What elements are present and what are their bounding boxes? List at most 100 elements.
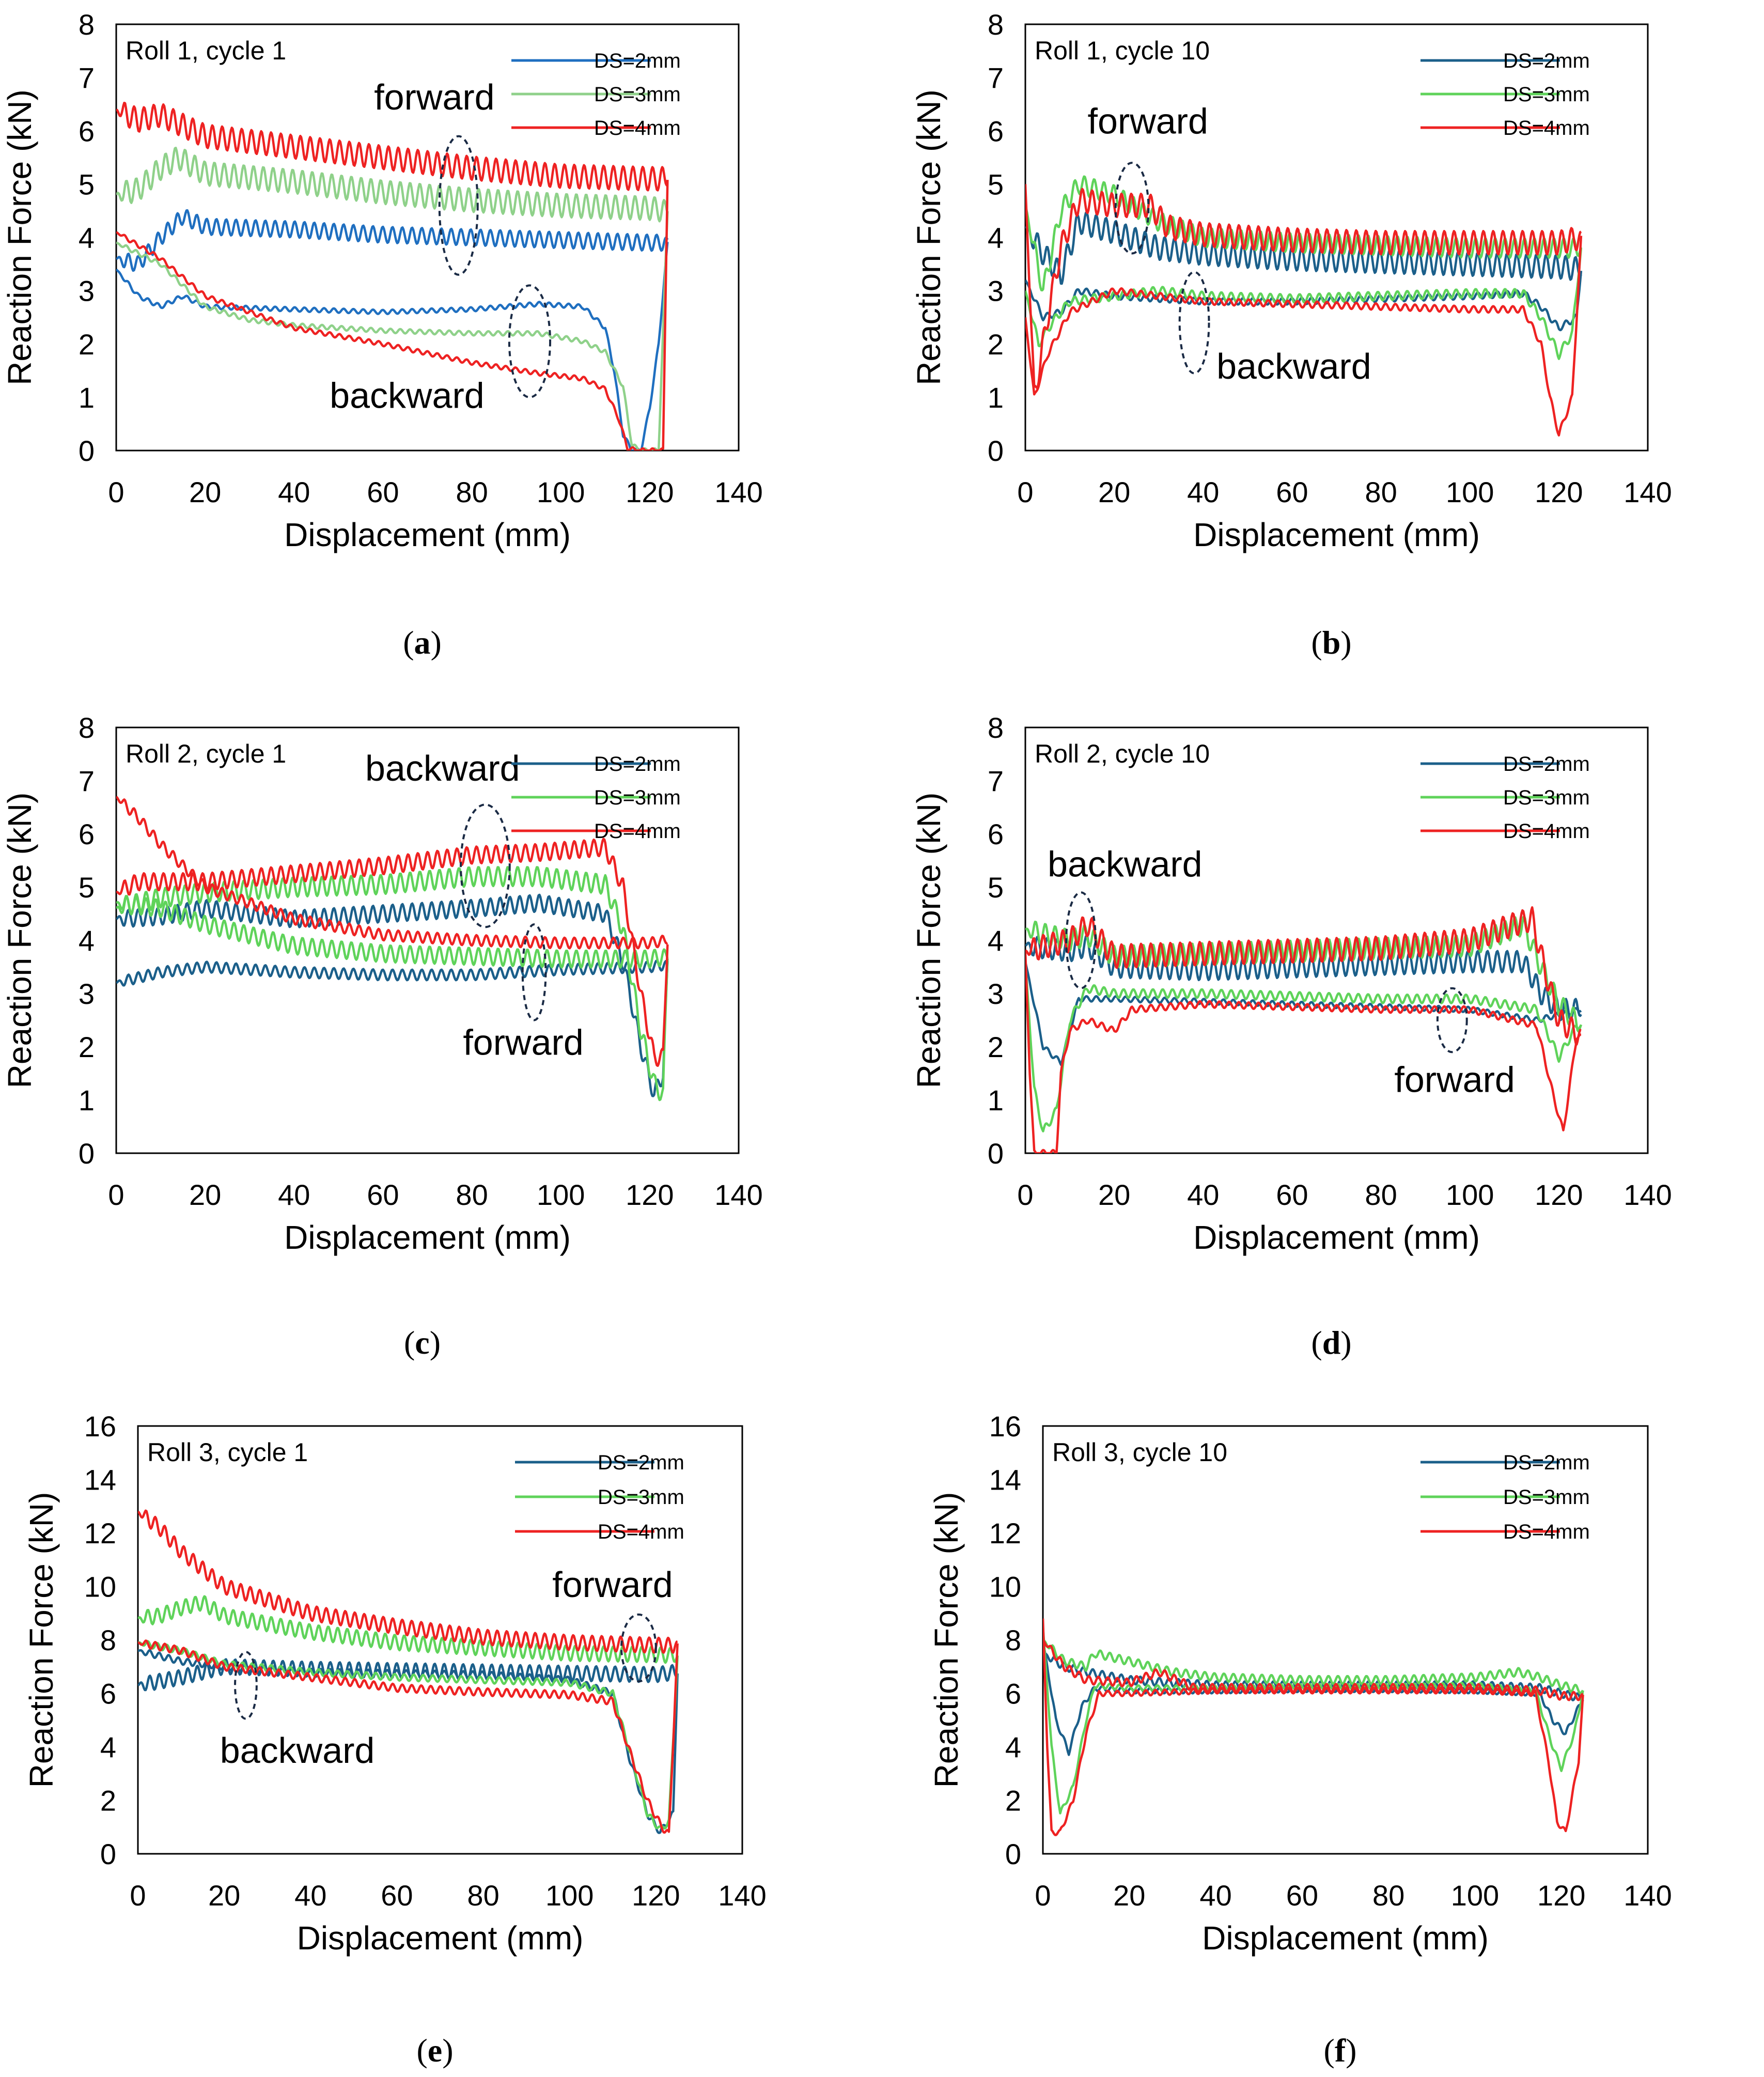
x-axis-title: Displacement (mm): [1202, 1919, 1489, 1957]
x-tick-label: 60: [1286, 1879, 1318, 1912]
x-tick-label: 80: [467, 1879, 499, 1912]
series-line-ds3mm-forward: [1025, 962, 1582, 1133]
y-tick-label: 12: [989, 1517, 1021, 1549]
legend-label: DS=3mm: [1503, 786, 1590, 809]
y-tick-label: 1: [988, 381, 1004, 414]
y-tick-label: 3: [988, 978, 1004, 1010]
series-line-ds4mm-backward: [116, 180, 669, 451]
y-axis-title: Reaction Force (kN): [928, 1492, 965, 1788]
series-line-ds4mm-forward: [1043, 1618, 1584, 1836]
annotation-forward: forward: [463, 1022, 583, 1062]
panel-title: Roll 3, cycle 1: [147, 1438, 308, 1467]
y-tick-label: 0: [988, 1137, 1004, 1170]
annotation-ellipse: [620, 1613, 657, 1683]
x-tick-label: 0: [108, 476, 124, 508]
x-tick-label: 40: [278, 1179, 310, 1211]
y-tick-label: 4: [100, 1731, 116, 1763]
panel-caption: (e): [416, 2032, 453, 2069]
series-line-ds3mm-forward: [116, 895, 669, 969]
x-tick-label: 80: [1365, 1179, 1397, 1211]
x-tick-label: 140: [718, 1879, 766, 1912]
legend-label: DS=3mm: [1503, 83, 1590, 106]
y-tick-label: 16: [989, 1410, 1021, 1443]
panel-title: Roll 1, cycle 1: [126, 36, 286, 65]
x-axis-title: Displacement (mm): [284, 516, 571, 553]
plot-area: [1025, 175, 1583, 437]
series-line-ds3mm-backward: [1025, 247, 1583, 360]
series-line-ds3mm-forward: [1043, 1626, 1584, 1815]
y-tick-label: 6: [988, 115, 1004, 147]
y-tick-label: 4: [988, 222, 1004, 254]
annotation-forward: forward: [1394, 1060, 1515, 1100]
x-tick-label: 120: [632, 1879, 680, 1912]
series-line-ds3mm-backward: [116, 866, 669, 1102]
y-axis-title: Reaction Force (kN): [1, 793, 38, 1089]
panel-caption: (f): [1324, 2032, 1357, 2069]
panel-caption: (c): [404, 1324, 441, 1361]
chart-panel-c: 0 20 40 60 80 100 120 140 0 1 2 3 4 5 6 7 8 Displacement …: [1, 711, 763, 1361]
plot-frame: [1024, 726, 1649, 1154]
x-axis-title: Displacement (mm): [1193, 516, 1480, 553]
y-tick-label: 8: [1005, 1624, 1021, 1656]
y-tick-label: 4: [1005, 1731, 1021, 1763]
annotation-ellipse: [1436, 987, 1468, 1053]
plot-area: [116, 796, 669, 1102]
x-axis-title: Displacement (mm): [284, 1219, 571, 1256]
series-line-ds3mm-forward: [138, 1595, 679, 1664]
legend-label: DS=3mm: [594, 786, 681, 809]
x-tick-label: 140: [1623, 476, 1672, 508]
plot-frame: [115, 726, 740, 1154]
panel-caption: (a): [403, 624, 442, 661]
legend-label: DS=3mm: [594, 83, 681, 106]
x-tick-label: 20: [1113, 1879, 1145, 1912]
annotation-ellipse: [460, 803, 511, 928]
annotation-backward: backward: [365, 748, 520, 788]
plot-area: [1043, 1618, 1584, 1836]
legend-label: DS=3mm: [598, 1486, 684, 1509]
x-tick-label: 40: [1199, 1879, 1231, 1912]
series-line-ds4mm-forward: [116, 101, 668, 192]
legend-label: DS=2mm: [1503, 753, 1590, 776]
annotation-ellipse: [521, 923, 547, 1021]
series-line-ds4mm-forward: [116, 796, 668, 950]
y-tick-label: 8: [988, 711, 1004, 744]
panel-title: Roll 3, cycle 10: [1052, 1438, 1227, 1467]
x-tick-label: 100: [537, 1179, 585, 1211]
y-tick-label: 2: [988, 1031, 1004, 1063]
y-axis-title: Reaction Force (kN): [23, 1492, 60, 1788]
y-tick-label: 4: [79, 924, 95, 957]
y-tick-label: 2: [100, 1785, 116, 1817]
annotation-ellipse: [234, 1651, 258, 1720]
series-line-ds4mm-forward: [138, 1509, 678, 1654]
chart-panel-d: 0 20 40 60 80 100 120 140 0 1 2 3 4 5 6 7 8 Displacement …: [910, 711, 1672, 1361]
plot-area: [116, 101, 669, 451]
y-tick-label: 6: [1005, 1678, 1021, 1710]
chart-panel-e: 0 20 40 60 80 100 120 140 0 2 4 6 8 10 12 14 16 Displacem…: [23, 1410, 767, 2069]
chart-panel-a: 0 20 40 60 80 100 120 140 0 1 2 3 4 5 6 7 8 Displacement …: [1, 8, 763, 661]
annotation-forward: forward: [552, 1564, 673, 1605]
legend-label: DS=4mm: [594, 117, 681, 140]
x-tick-label: 60: [1276, 1179, 1308, 1211]
annotation-ellipse: [1065, 891, 1097, 989]
y-tick-label: 1: [79, 1084, 95, 1117]
series-line-ds2mm-backward: [116, 893, 669, 1097]
series-line-ds2mm-backward: [116, 242, 669, 451]
y-tick-label: 0: [79, 435, 95, 467]
y-tick-label: 0: [100, 1838, 116, 1870]
annotation-ellipse: [508, 284, 552, 398]
x-tick-label: 100: [1446, 1179, 1494, 1211]
y-tick-label: 7: [79, 765, 95, 797]
x-tick-label: 120: [626, 1179, 674, 1211]
series-line-ds2mm-forward: [1025, 961, 1582, 1066]
y-tick-label: 2: [988, 328, 1004, 361]
plot-frame: [1024, 23, 1649, 452]
plot-frame: [137, 1425, 743, 1855]
y-tick-label: 8: [79, 711, 95, 744]
y-tick-label: 6: [79, 818, 95, 850]
annotation-ellipse: [1114, 162, 1150, 255]
panel-title: Roll 1, cycle 10: [1035, 36, 1210, 65]
y-tick-label: 4: [79, 222, 95, 254]
x-tick-label: 60: [381, 1879, 413, 1912]
x-tick-label: 140: [1623, 1879, 1672, 1912]
